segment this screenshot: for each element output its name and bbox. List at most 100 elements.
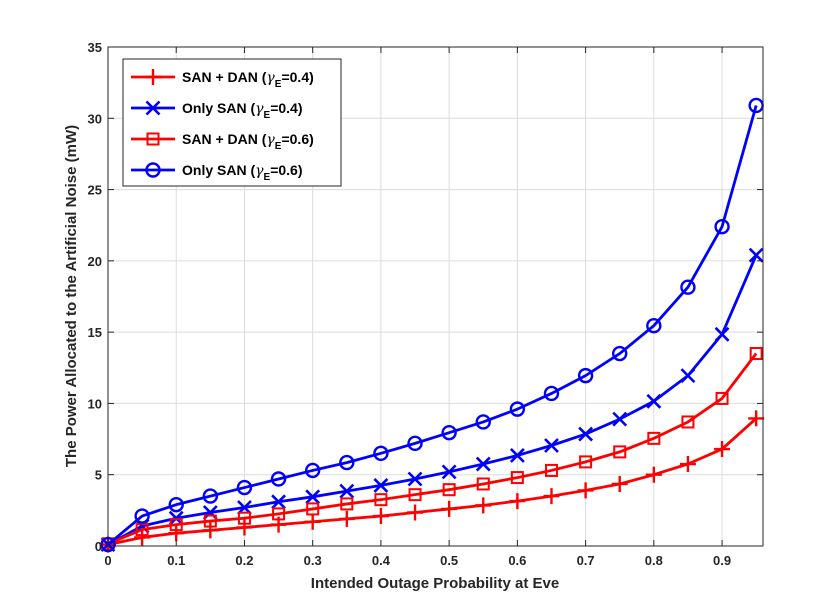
gamma-symbol: γ: [255, 163, 264, 179]
data-point: [408, 488, 422, 502]
x-tick-label: 0.9: [713, 553, 731, 568]
data-point: [714, 218, 730, 235]
data-point: [134, 508, 150, 524]
y-tick-label: 15: [88, 325, 102, 340]
data-point: [476, 477, 490, 491]
data-point: [202, 522, 219, 539]
data-point: [407, 504, 424, 521]
legend-marker: [146, 132, 160, 146]
data-point: [509, 448, 525, 463]
data-point: [374, 493, 388, 507]
data-point: [475, 456, 491, 472]
data-point: [544, 438, 559, 453]
data-point: [544, 463, 558, 477]
gamma-subscript: E: [264, 172, 271, 183]
gamma-symbol: γ: [266, 70, 275, 86]
ticks: [107, 46, 763, 547]
data-point: [271, 494, 286, 510]
data-point: [510, 471, 524, 485]
y-tick-label: 25: [88, 183, 102, 198]
data-point: [647, 431, 661, 445]
legend-label: Only SAN (γE=0.6): [182, 162, 303, 183]
data-point: [237, 511, 251, 525]
data-point: [646, 393, 662, 409]
legend-paren: (: [258, 69, 267, 85]
x-tick-label: 0.6: [508, 553, 526, 568]
y-tick-label: 20: [88, 254, 102, 269]
data-point: [372, 508, 389, 525]
data-point: [543, 385, 560, 402]
data-point: [407, 471, 423, 487]
gamma-symbol: γ: [255, 101, 264, 117]
data-point: [373, 445, 389, 462]
data-point: [680, 368, 696, 384]
y-axis-label: The Power Allocated to the Artificial No…: [63, 125, 80, 467]
data-point: [612, 411, 628, 427]
data-point: [305, 489, 321, 505]
data-point: [714, 326, 730, 342]
data-point: [680, 279, 696, 295]
gamma-value: =0.6): [270, 162, 302, 178]
data-point: [202, 505, 218, 520]
tick-labels: 0 0.1 0.2 0.3 0.4 0.5 0.6 0.7 0.8 0.9 0 5 10 15 20 25 30…: [88, 40, 732, 568]
data-point: [340, 497, 354, 511]
data-point: [577, 367, 594, 384]
gamma-symbol: γ: [266, 132, 275, 148]
data-point: [168, 525, 185, 542]
x-tick-label: 0.8: [645, 553, 663, 568]
x-tick-label: 0.1: [167, 553, 185, 568]
data-point: [168, 496, 184, 513]
series-3: [101, 347, 763, 551]
data-point: [509, 401, 526, 417]
data-point: [339, 454, 355, 471]
data-point: [748, 410, 765, 427]
data-point: [304, 462, 321, 479]
y-tick-label: 10: [88, 396, 102, 411]
gamma-value: =0.4): [270, 100, 302, 116]
series-2: [100, 247, 764, 552]
data-point: [611, 475, 628, 492]
legend-item: SAN + DAN (γE=0.4): [131, 69, 314, 90]
legend-marker: [145, 69, 161, 85]
series-layer: [100, 97, 765, 553]
data-point: [681, 415, 695, 429]
data-point: [339, 483, 355, 499]
data-point: [134, 529, 151, 546]
series-line: [107, 254, 758, 546]
legend-paren: (: [247, 100, 256, 116]
series-1: [100, 410, 765, 553]
data-point: [441, 424, 457, 441]
data-point: [475, 497, 492, 514]
data-point: [749, 347, 763, 361]
legend-label: SAN + DAN (γE=0.6): [182, 131, 314, 152]
data-point: [613, 445, 627, 459]
data-point: [715, 391, 729, 405]
legend-label: SAN + DAN (γE=0.4): [182, 69, 314, 90]
data-point: [306, 502, 320, 516]
legend-label: Only SAN (γE=0.4): [182, 100, 303, 121]
gamma-value: =0.6): [281, 131, 313, 147]
data-point: [441, 500, 458, 517]
y-tick-label: 5: [95, 468, 102, 483]
x-axis-label: Intended Outage Probability at Eve: [311, 575, 559, 592]
data-point: [441, 464, 457, 480]
data-point: [578, 426, 594, 442]
data-point: [304, 513, 321, 530]
y-tick-label: 30: [88, 111, 102, 126]
x-tick-label: 0.3: [304, 553, 322, 568]
data-point: [577, 482, 594, 499]
data-point: [645, 466, 662, 483]
data-point: [714, 441, 731, 458]
data-point: [612, 345, 628, 362]
gamma-value: =0.4): [281, 69, 313, 85]
data-point: [135, 523, 149, 537]
data-point: [543, 488, 560, 505]
data-point: [203, 514, 217, 528]
data-point: [236, 479, 253, 496]
legend-marker: [145, 100, 161, 116]
legend-marker: [145, 162, 161, 178]
gamma-subscript: E: [264, 110, 271, 121]
legend-box: [122, 58, 342, 187]
data-point: [338, 510, 355, 527]
